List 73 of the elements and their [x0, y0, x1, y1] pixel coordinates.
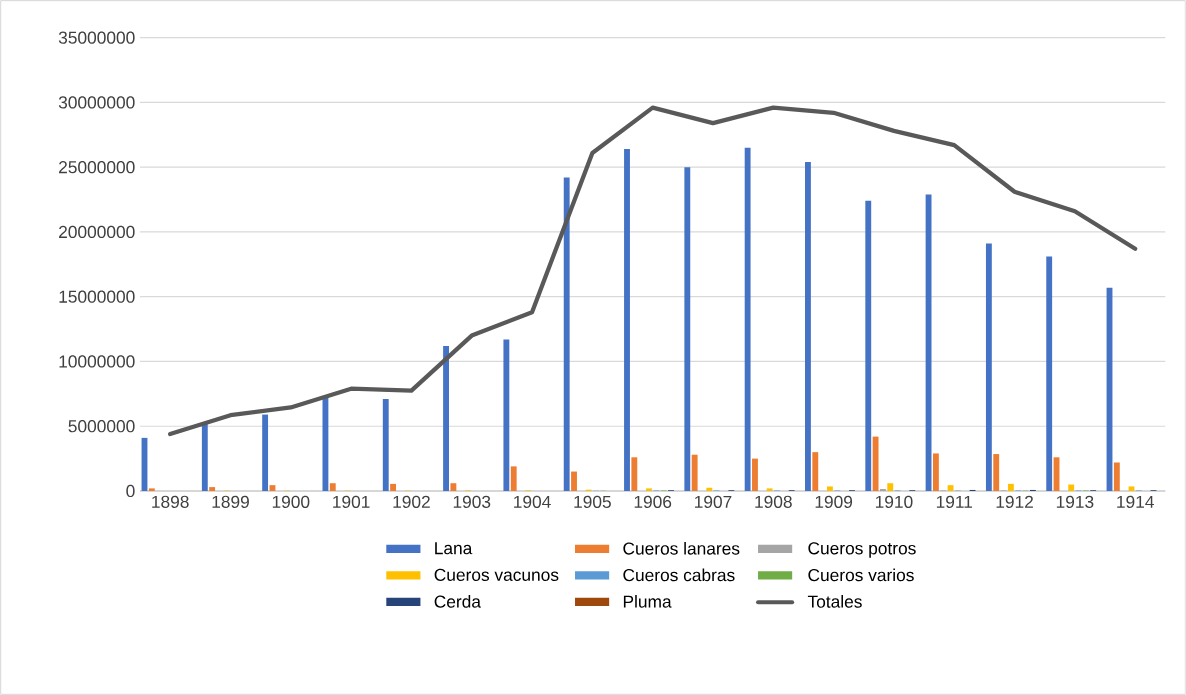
x-tick-label: 1905: [574, 495, 611, 508]
bar: [872, 436, 879, 491]
x-tick-label: 1904: [514, 495, 551, 508]
bar: [1113, 462, 1120, 491]
y-tick-label: 15000000: [59, 290, 135, 303]
x-tick-label: 1903: [453, 495, 491, 508]
x-tick-label: 1899: [212, 495, 249, 508]
y-tick-label: 0: [126, 484, 135, 498]
bar: [631, 457, 638, 491]
y-tick-label: 10000000: [59, 355, 135, 368]
bar: [1046, 256, 1053, 491]
x-tick-label: 1911: [936, 495, 973, 508]
bar: [812, 452, 819, 491]
y-tick-label: 20000000: [59, 225, 135, 239]
bar: [1007, 483, 1014, 491]
legend-label: Cueros vacunos: [434, 568, 559, 581]
x-tick-label: 1908: [755, 495, 792, 508]
x-tick-label: 1901: [333, 495, 370, 508]
bar: [624, 149, 630, 491]
legend-label: Cueros lanares: [623, 541, 740, 555]
y-tick-label: 5000000: [68, 420, 135, 433]
x-tick-label: 1902: [393, 495, 430, 508]
x-tick-label: 1913: [1056, 495, 1094, 508]
bar: [148, 488, 155, 491]
legend-label: Pluma: [623, 595, 672, 608]
bar: [684, 167, 691, 491]
bar: [503, 339, 510, 491]
legend-label: Cerda: [434, 595, 481, 608]
x-tick-label: 1910: [875, 495, 913, 508]
y-tick-label: 25000000: [59, 161, 135, 174]
bar: [947, 485, 954, 491]
bar: [887, 483, 894, 491]
line-series: [168, 105, 1138, 437]
x-tick-label: 1898: [152, 495, 189, 508]
x-tick-label: 1906: [634, 495, 672, 508]
bar: [744, 147, 751, 491]
bar: [262, 414, 269, 491]
bar: [646, 488, 652, 491]
bar: [1128, 486, 1135, 491]
legend-label: Totales: [807, 595, 862, 608]
bar: [985, 243, 992, 491]
bar: [329, 483, 336, 491]
y-tick-label: 30000000: [58, 96, 135, 109]
bar: [201, 423, 208, 491]
bar: [993, 454, 1000, 491]
x-tick-label: 1912: [996, 495, 1033, 508]
bar: [563, 177, 570, 491]
x-tick-label: 1907: [695, 495, 732, 508]
x-tick-label: 1909: [815, 495, 853, 508]
bar: [1068, 484, 1075, 491]
bar: [827, 486, 833, 491]
bar: [865, 200, 872, 491]
bar: [766, 488, 773, 491]
bar: [443, 345, 449, 491]
bar: [390, 483, 397, 491]
bar: [510, 466, 517, 491]
bar: [932, 453, 939, 491]
bar: [209, 487, 216, 491]
bar: [752, 458, 758, 491]
y-tick-label: 35000000: [58, 31, 135, 44]
bar: [691, 454, 698, 491]
legend-label: Cueros potros: [808, 542, 916, 558]
bar: [571, 471, 577, 491]
bar: [450, 483, 457, 491]
x-tick-label: 1900: [272, 495, 310, 508]
x-tick-label: 1914: [1117, 495, 1154, 508]
legend-label: Cueros cabras: [623, 568, 735, 582]
bar: [805, 162, 811, 491]
bar: [382, 399, 389, 491]
legend-label: Cueros varios: [808, 568, 914, 582]
legend-label: Lana: [435, 542, 473, 555]
bar: [706, 487, 713, 491]
bar: [925, 194, 932, 491]
